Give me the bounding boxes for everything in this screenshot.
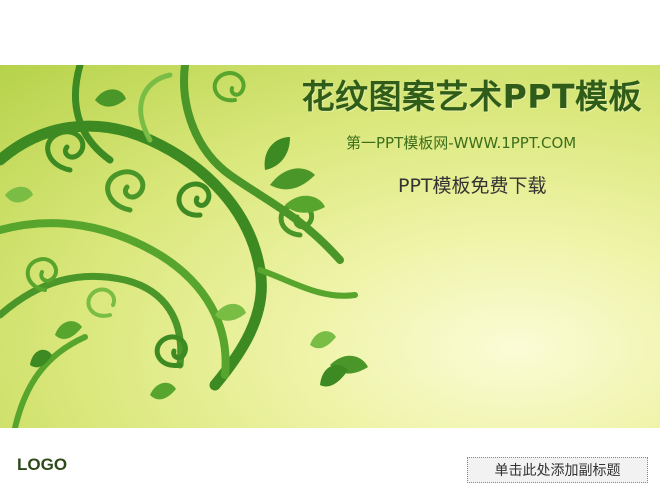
promo-line[interactable]: PPT模板免费下载 — [398, 175, 547, 197]
subtitle-placeholder-box[interactable]: 单击此处添加副标题 — [467, 457, 648, 483]
website-line[interactable]: 第一PPT模板网-WWW.1PPT.COM — [346, 134, 577, 152]
subtitle-placeholder-text: 单击此处添加副标题 — [494, 463, 621, 479]
slide-banner: 花纹图案艺术PPT模板 第一PPT模板网-WWW.1PPT.COM PPT模板免… — [0, 65, 660, 428]
floral-vine-icon — [0, 65, 368, 428]
logo-text: LOGO — [17, 455, 68, 474]
slide-title[interactable]: 花纹图案艺术PPT模板 — [301, 77, 642, 116]
